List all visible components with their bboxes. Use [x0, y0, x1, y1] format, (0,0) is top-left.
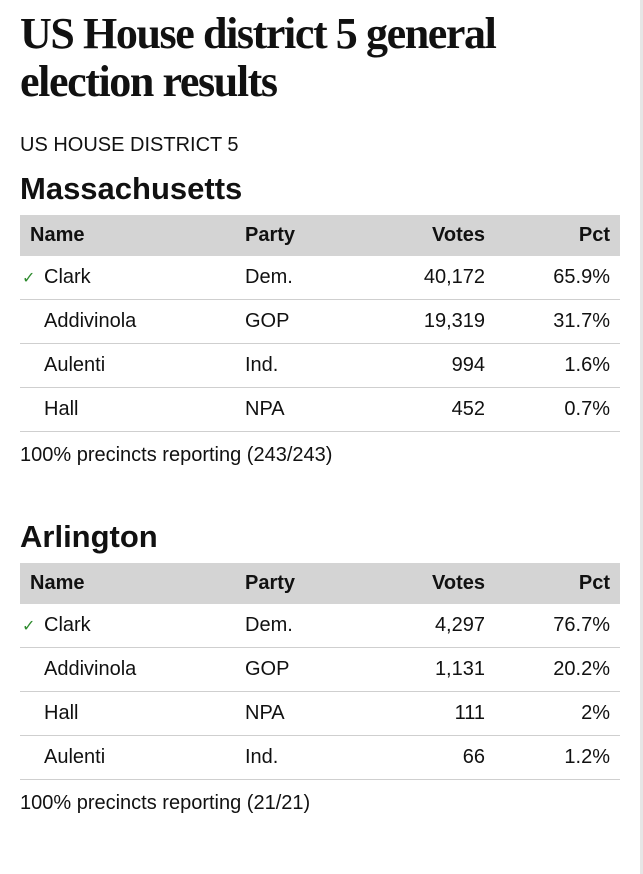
votes-cell: 452: [371, 387, 485, 432]
section-title: Massachusetts: [20, 171, 243, 206]
candidate-cell: Addivinola: [20, 299, 245, 344]
pct-cell: 65.9%: [485, 256, 620, 300]
precincts-reporting: 100% precincts reporting (243/243): [20, 444, 333, 466]
party-cell: Dem.: [245, 256, 371, 300]
winner-check-icon: ✓: [22, 618, 36, 635]
candidate-name: Hall: [44, 702, 79, 724]
table-row: ✓ Clark Dem. 4,297 76.7%: [20, 604, 620, 648]
column-header-party: Party: [245, 215, 371, 256]
column-header-pct: Pct: [485, 215, 620, 256]
column-header-votes: Votes: [371, 215, 485, 256]
pct-cell: 31.7%: [485, 299, 620, 344]
candidate-cell: ✓ Clark: [20, 256, 245, 300]
pct-cell: 2%: [485, 691, 620, 736]
candidate-name: Aulenti: [44, 746, 106, 768]
votes-cell: 40,172: [371, 256, 485, 300]
winner-check-icon: ✓: [22, 270, 36, 287]
candidate-cell: Hall: [20, 387, 245, 432]
candidate-cell: Aulenti: [20, 343, 245, 388]
section-massachusetts: Massachusetts Name Party Votes Pct ✓ Clar…: [20, 169, 620, 467]
pct-cell: 1.2%: [485, 735, 620, 780]
scrollbar-track[interactable]: [640, 0, 643, 874]
table-row: Aulenti Ind. 994 1.6%: [20, 343, 620, 388]
column-header-name: Name: [20, 563, 245, 604]
page-title: US House district 5 general election res…: [20, 9, 497, 106]
candidate-name: Aulenti: [44, 354, 106, 376]
candidate-cell: Addivinola: [20, 647, 245, 692]
candidate-name: Addivinola: [44, 658, 137, 680]
votes-cell: 4,297: [371, 604, 485, 648]
pct-cell: 1.6%: [485, 343, 620, 388]
table-row: Addivinola GOP 1,131 20.2%: [20, 647, 620, 692]
table-header-row: Name Party Votes Pct: [20, 215, 620, 256]
results-table: Name Party Votes Pct ✓ Clark Dem. 40,172 …: [20, 215, 620, 432]
table-row: ✓ Clark Dem. 40,172 65.9%: [20, 256, 620, 300]
column-header-party: Party: [245, 563, 371, 604]
pct-cell: 0.7%: [485, 387, 620, 432]
section-title: Arlington: [20, 519, 158, 554]
table-row: Hall NPA 452 0.7%: [20, 387, 620, 432]
party-cell: GOP: [245, 299, 371, 344]
party-cell: Dem.: [245, 604, 371, 648]
candidate-cell: Aulenti: [20, 735, 245, 780]
pct-cell: 20.2%: [485, 647, 620, 692]
votes-cell: 19,319: [371, 299, 485, 344]
column-header-name: Name: [20, 215, 245, 256]
candidate-cell: Hall: [20, 691, 245, 736]
party-cell: GOP: [245, 647, 371, 692]
votes-cell: 994: [371, 343, 485, 388]
party-cell: Ind.: [245, 343, 371, 388]
votes-cell: 1,131: [371, 647, 485, 692]
race-label: US HOUSE DISTRICT 5: [20, 134, 239, 156]
candidate-name: Addivinola: [44, 310, 137, 332]
column-header-pct: Pct: [485, 563, 620, 604]
table-header-row: Name Party Votes Pct: [20, 563, 620, 604]
pct-cell: 76.7%: [485, 604, 620, 648]
precincts-reporting: 100% precincts reporting (21/21): [20, 792, 311, 814]
votes-cell: 111: [371, 691, 485, 736]
candidate-cell: ✓ Clark: [20, 604, 245, 648]
table-row: Addivinola GOP 19,319 31.7%: [20, 299, 620, 344]
party-cell: NPA: [245, 387, 371, 432]
candidate-name: Clark: [44, 266, 91, 288]
results-page: US House district 5 general election res…: [20, 0, 620, 815]
table-row: Aulenti Ind. 66 1.2%: [20, 735, 620, 780]
results-table: Name Party Votes Pct ✓ Clark Dem. 4,297 7…: [20, 563, 620, 780]
party-cell: NPA: [245, 691, 371, 736]
column-header-votes: Votes: [371, 563, 485, 604]
party-cell: Ind.: [245, 735, 371, 780]
votes-cell: 66: [371, 735, 485, 780]
candidate-name: Clark: [44, 614, 91, 636]
section-arlington: Arlington Name Party Votes Pct ✓ Clark De…: [20, 517, 620, 815]
candidate-name: Hall: [44, 398, 79, 420]
table-row: Hall NPA 111 2%: [20, 691, 620, 736]
